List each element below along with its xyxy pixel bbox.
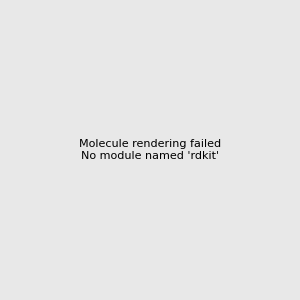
Text: Molecule rendering failed
No module named 'rdkit': Molecule rendering failed No module name…	[79, 139, 221, 161]
